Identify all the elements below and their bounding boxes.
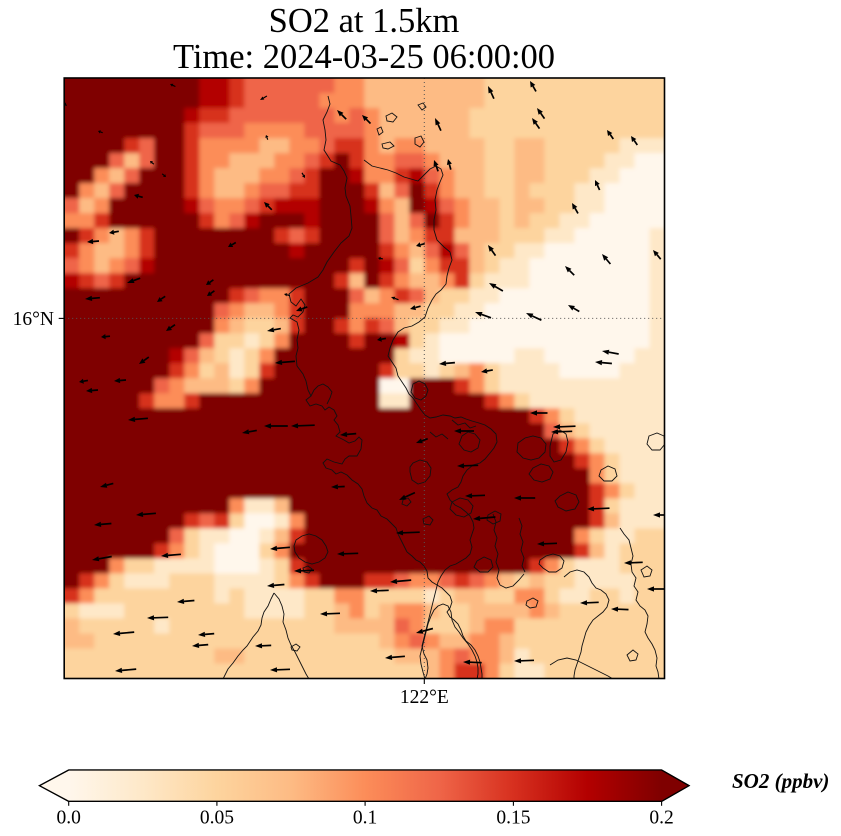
svg-text:16°N: 16°N <box>13 309 54 330</box>
svg-text:122°E: 122°E <box>400 687 449 708</box>
svg-text:SO2 (ppbv): SO2 (ppbv) <box>732 769 829 793</box>
svg-text:Time: 2024-03-25 06:00:00: Time: 2024-03-25 06:00:00 <box>173 38 555 76</box>
svg-text:0.1: 0.1 <box>353 807 377 828</box>
svg-text:SO2 at 1.5km: SO2 at 1.5km <box>269 2 460 40</box>
svg-text:0.05: 0.05 <box>200 807 234 828</box>
svg-text:0.0: 0.0 <box>57 807 81 828</box>
svg-text:0.15: 0.15 <box>496 807 530 828</box>
svg-text:0.2: 0.2 <box>649 807 673 828</box>
